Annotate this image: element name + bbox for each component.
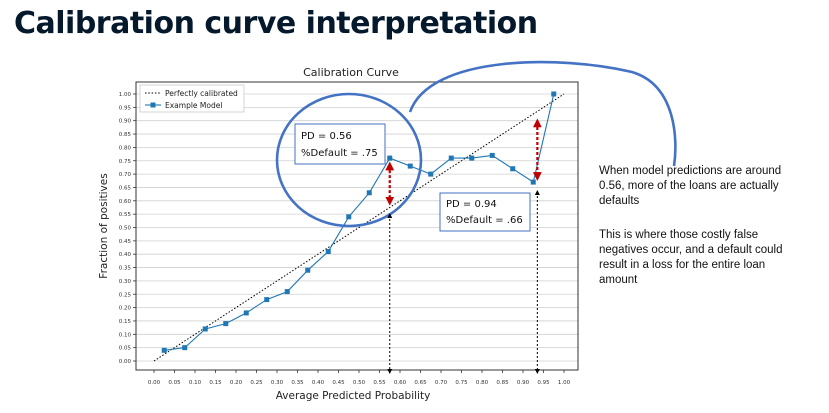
y-tick-label: 0.20: [119, 306, 132, 312]
highlight-circle: [275, 92, 423, 228]
y-tick-label: 0.80: [119, 145, 132, 151]
y-tick-label: 0.90: [119, 119, 132, 125]
annotation-default-text: %Default = .75: [301, 148, 378, 159]
data-point: [366, 190, 372, 196]
data-point: [284, 289, 290, 295]
y-tick-label: 0.25: [119, 292, 132, 298]
y-tick-label: 0.40: [119, 252, 132, 258]
data-point: [551, 91, 557, 97]
data-point: [510, 166, 516, 172]
x-tick-label: 0.95: [537, 380, 550, 386]
x-tick-label: 0.80: [476, 380, 489, 386]
y-tick-label: 0.60: [119, 199, 132, 205]
y-tick-label: 0.35: [119, 266, 132, 272]
y-tick-label: 0.00: [119, 359, 132, 365]
slide-title: Calibration curve interpretation: [14, 6, 538, 41]
annotation-box-border: [294, 123, 386, 165]
series-example-model: [164, 93, 555, 351]
y-tick-label: 1.00: [119, 92, 132, 98]
x-tick-label: 0.75: [455, 380, 468, 386]
y-axis-label: Fraction of positives: [98, 173, 110, 278]
x-tick-label: 0.60: [394, 380, 407, 386]
y-tick-label: 0.70: [119, 172, 132, 178]
y-tick-label: 0.05: [119, 346, 132, 352]
y-tick-label: 0.10: [119, 332, 132, 338]
x-tick-label: 0.90: [517, 380, 530, 386]
y-tick-label: 0.15: [119, 319, 132, 325]
annotation-box-border: [439, 192, 531, 232]
y-tick-label: 0.85: [119, 132, 132, 138]
data-point: [489, 152, 495, 158]
data-point: [202, 326, 208, 332]
data-point: [530, 179, 536, 185]
data-point: [469, 155, 475, 161]
plot-frame: [135, 81, 579, 371]
note-false-negatives: This is where those costly false negativ…: [599, 229, 783, 286]
annotation-pd-text: PD = 0.56: [301, 131, 352, 142]
x-tick-label: 0.10: [189, 380, 202, 386]
y-tick-label: 0.55: [119, 212, 132, 218]
x-tick-label: 0.65: [414, 380, 427, 386]
legend-label-example-model: Example Model: [165, 101, 222, 110]
annotation-box-0-56: PD = 0.56 %Default = .75: [294, 123, 386, 165]
x-tick-label: 0.55: [373, 380, 386, 386]
chart-title: Calibration Curve: [303, 66, 399, 79]
x-tick-label: 0.15: [209, 380, 222, 386]
x-tick-label: 0.35: [291, 380, 304, 386]
data-point: [448, 155, 454, 161]
x-tick-label: 0.85: [496, 380, 509, 386]
annotation-default-text: %Default = .66: [446, 215, 523, 226]
note-predictions: When model predictions are around 0.56, …: [599, 165, 782, 207]
x-tick-label: 0.00: [148, 380, 161, 386]
data-point: [243, 310, 249, 316]
x-axis-label: Average Predicted Probability: [276, 390, 431, 402]
x-tick-label: 0.30: [271, 380, 284, 386]
annotation-pd-text: PD = 0.94: [446, 199, 497, 210]
connector-curve: [408, 60, 677, 167]
data-point: [407, 163, 413, 169]
data-point: [161, 347, 167, 353]
x-tick-label: 0.05: [168, 380, 181, 386]
y-tick-label: 0.50: [119, 226, 132, 232]
x-tick-label: 1.00: [558, 380, 571, 386]
data-point: [305, 267, 311, 273]
series-perfectly-calibrated: [153, 93, 565, 362]
y-tick-label: 0.95: [119, 105, 132, 111]
x-tick-label: 0.70: [435, 380, 448, 386]
legend-label-perfectly-calibrated: Perfectly calibrated: [165, 89, 238, 98]
data-point: [346, 214, 352, 220]
x-tick-label: 0.25: [250, 380, 263, 386]
x-tick-label: 0.45: [332, 380, 345, 386]
y-tick-label: 0.45: [119, 239, 132, 245]
x-tick-label: 0.40: [312, 380, 325, 386]
data-point: [182, 345, 188, 351]
annotation-box-0-94: PD = 0.94 %Default = .66: [439, 192, 531, 232]
legend: Perfectly calibrated Example Model: [139, 84, 245, 113]
data-point: [428, 171, 434, 177]
y-tick-label: 0.75: [119, 159, 132, 165]
data-point: [223, 321, 229, 327]
y-tick-label: 0.30: [119, 279, 132, 285]
y-tick-label: 0.65: [119, 185, 132, 191]
data-point: [264, 297, 270, 303]
data-point: [387, 155, 393, 161]
legend-box: [139, 84, 245, 113]
data-point: [325, 249, 331, 255]
x-tick-label: 0.20: [230, 380, 243, 386]
legend-marker-model: [150, 102, 156, 108]
x-tick-label: 0.50: [353, 380, 366, 386]
